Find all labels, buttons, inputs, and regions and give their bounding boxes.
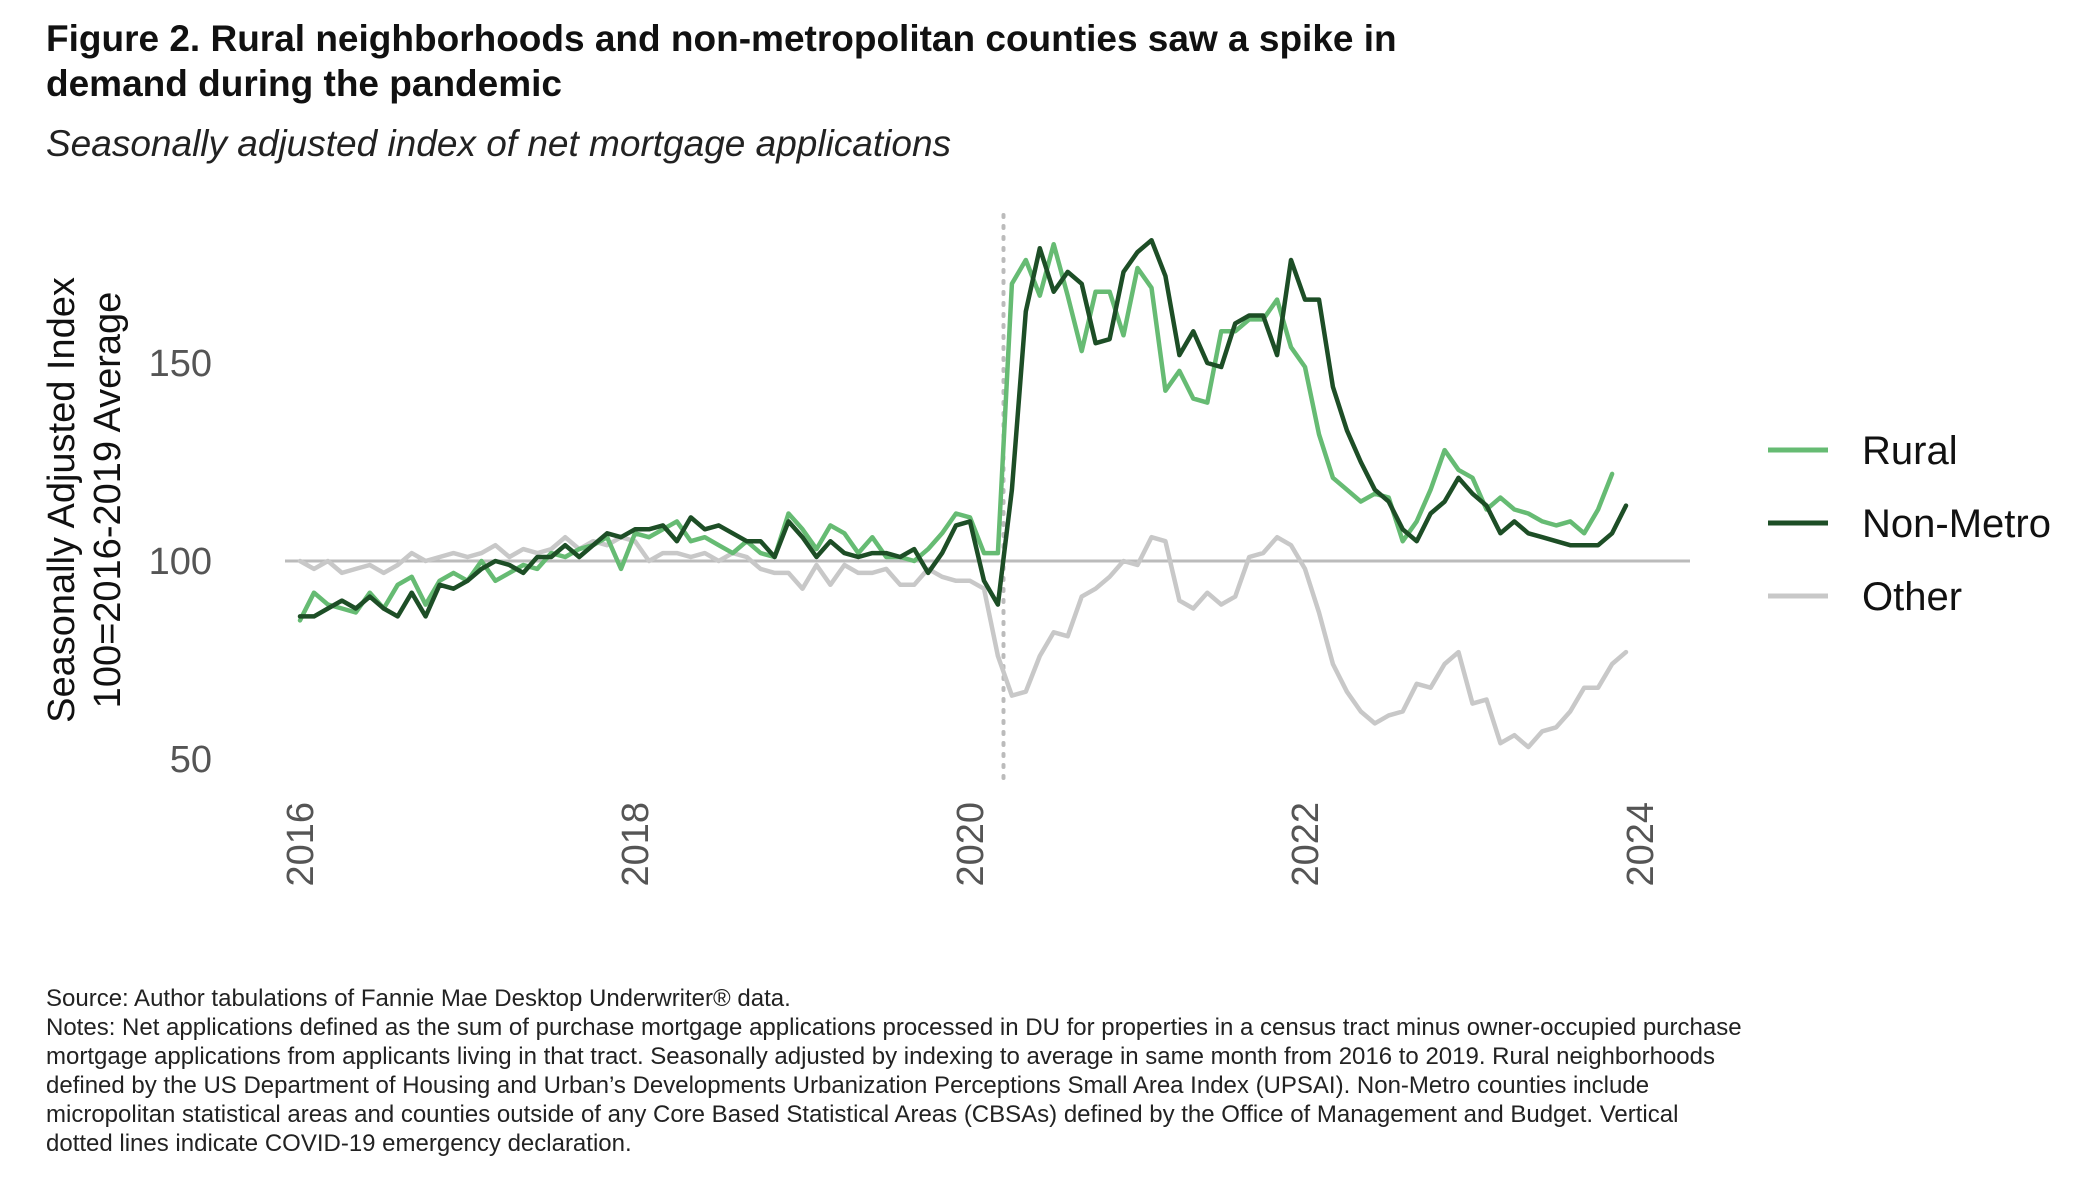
series-line-non-metro [297, 237, 1629, 619]
series-lines [297, 237, 1629, 750]
footnotes: Source: Author tabulations of Fannie Mae… [46, 984, 1746, 1158]
series-line-other [297, 534, 1629, 750]
legend-label-rural: Rural [1862, 429, 1958, 473]
y-axis-label-line: Seasonally Adjusted Index [41, 277, 83, 723]
y-tick-label: 100 [149, 541, 212, 583]
legend: Rural Non-Metro Other [1768, 429, 2051, 619]
legend-label-non-metro: Non-Metro [1862, 502, 2051, 546]
x-tick-label: 2020 [950, 802, 992, 887]
y-axis-label: Seasonally Adjusted Index 100=2016-2019 A… [41, 277, 129, 723]
axes: 50 100 150 2016 2018 2020 2022 2024 Seasonally A… [41, 213, 1690, 887]
y-tick-label: 50 [170, 739, 212, 781]
notes-text: Notes: Net applications defined as the s… [46, 1014, 1742, 1157]
series-line-rural [297, 241, 1615, 623]
x-tick-label: 2018 [615, 802, 657, 887]
source-note: Source: Author tabulations of Fannie Mae… [46, 985, 791, 1012]
y-tick-label: 150 [149, 343, 212, 385]
x-tick-label: 2024 [1620, 802, 1662, 887]
chart-subtitle: Seasonally adjusted index of net mortgag… [46, 123, 952, 164]
x-tick-label: 2016 [280, 802, 322, 887]
line-chart: 50 100 150 2016 2018 2020 2022 2024 Seasonally A… [41, 213, 2051, 887]
x-tick-label: 2022 [1285, 802, 1327, 887]
chart-title: Figure 2. Rural neighborhoods and non-me… [46, 18, 1397, 104]
y-axis-label-line: 100=2016-2019 Average [87, 292, 129, 709]
legend-label-other: Other [1862, 575, 1962, 619]
